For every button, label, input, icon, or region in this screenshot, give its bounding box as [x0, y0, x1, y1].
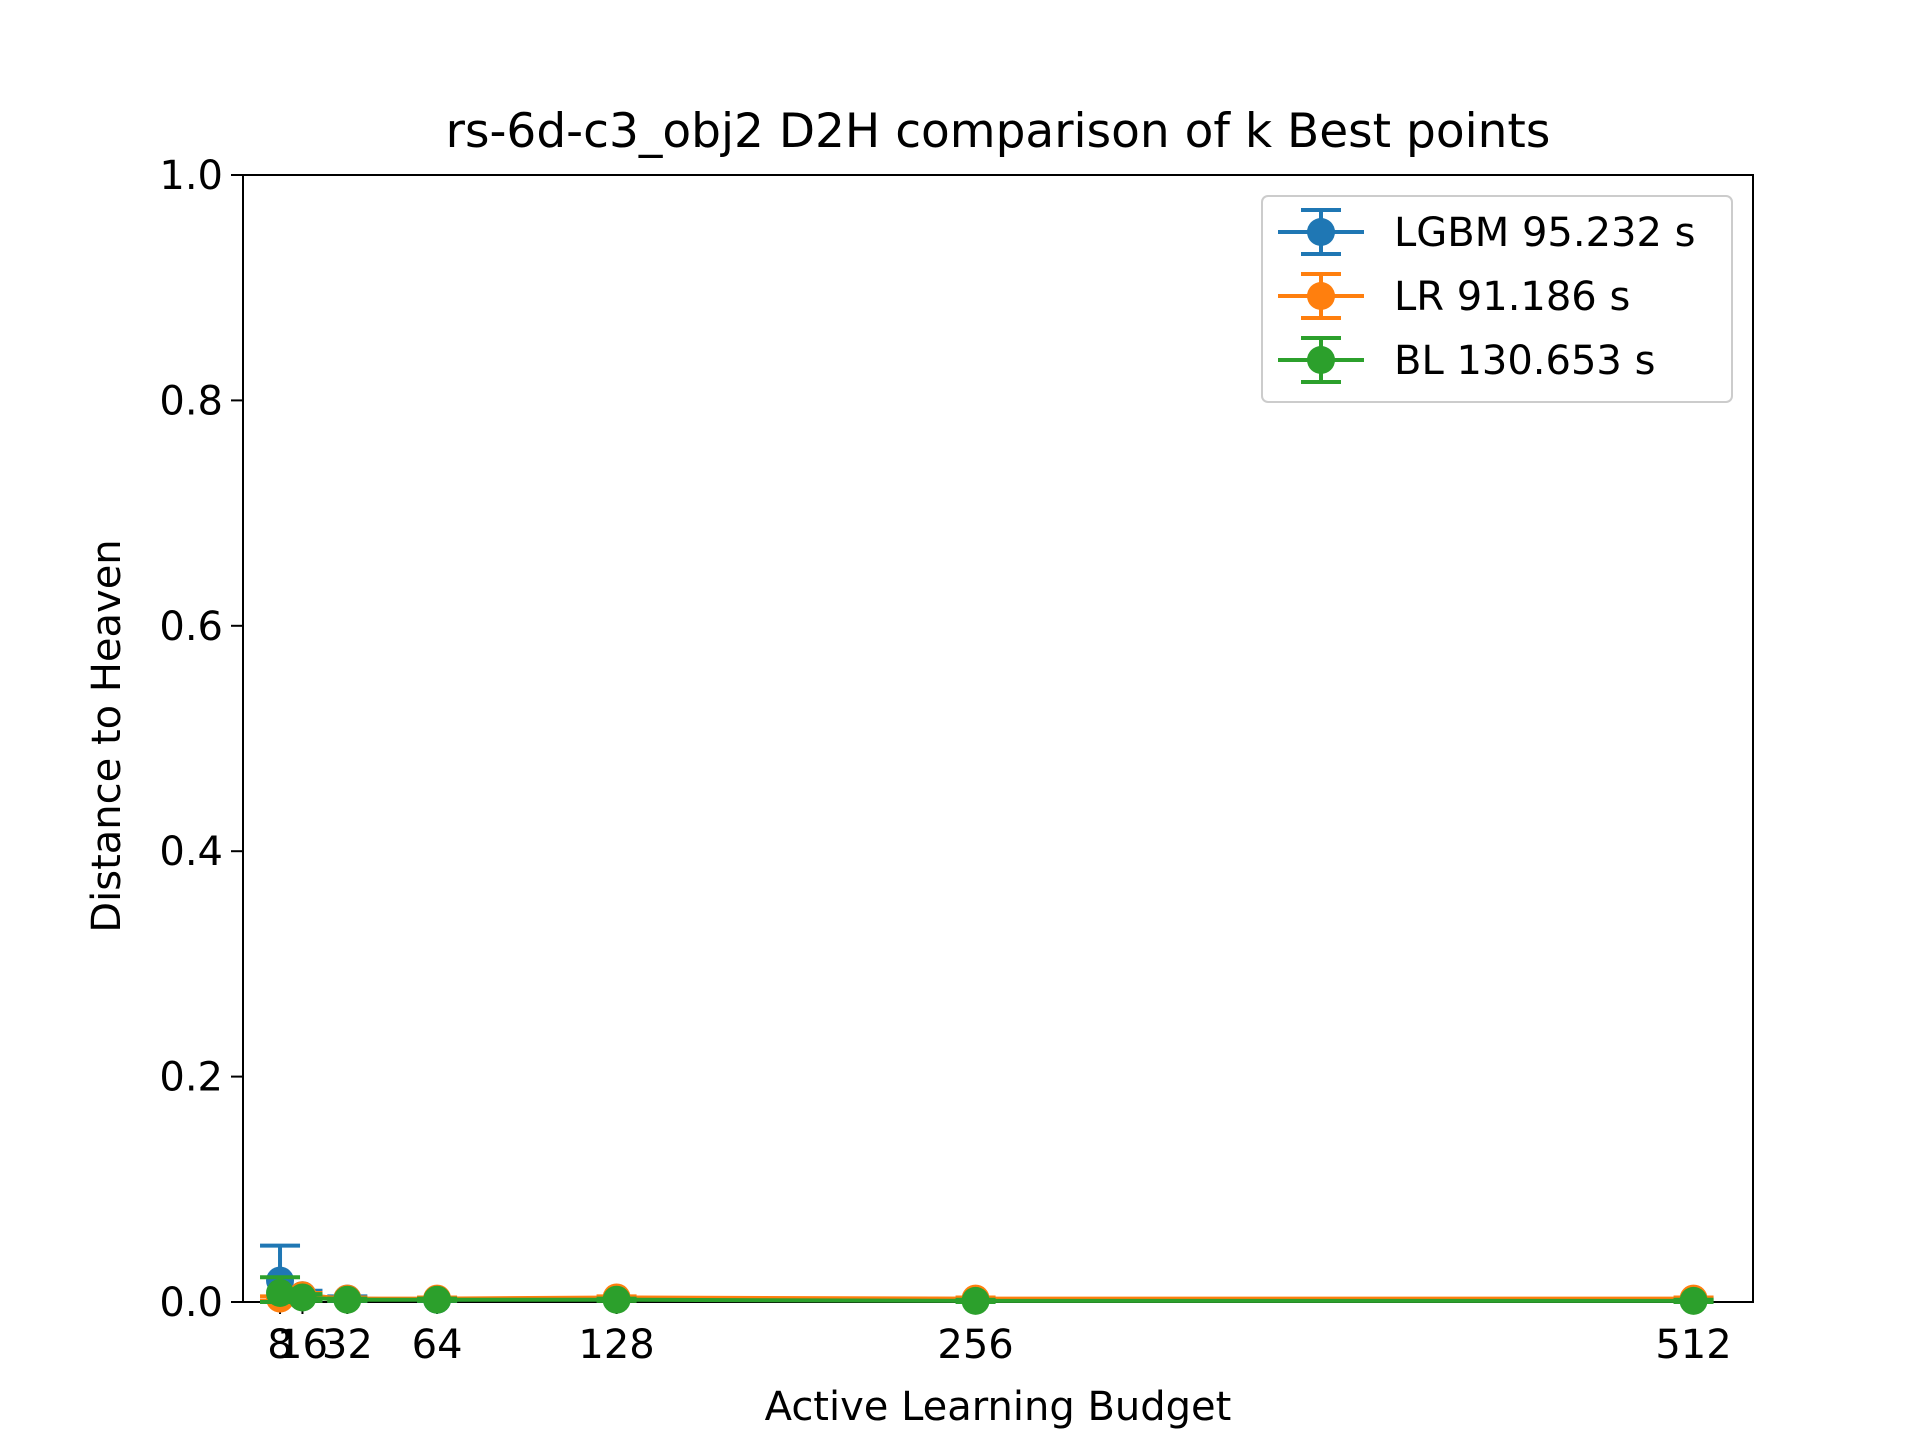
legend-label-0: LGBM 95.232 s: [1394, 210, 1695, 256]
data-point-2-1: [288, 1283, 317, 1312]
legend-label-2: BL 130.653 s: [1394, 338, 1655, 384]
legend-box: [1261, 195, 1733, 403]
x-tick-label-128: 128: [578, 1322, 654, 1368]
y-tick-label-0.2: 0.2: [159, 1055, 223, 1101]
y-tick-label-0.0: 0.0: [159, 1280, 223, 1326]
x-tick-label-32: 32: [322, 1322, 373, 1368]
legend-label-1: LR 91.186 s: [1394, 274, 1630, 320]
y-axis: 0.0 0.2 0.4 0.6 0.8 1.0: [159, 153, 243, 1326]
x-tick-label-8: 8: [267, 1322, 292, 1368]
legend-marker-1: [1307, 282, 1335, 310]
y-tick-label-0.4: 0.4: [159, 829, 223, 875]
y-tick-label-1.0: 1.0: [159, 153, 223, 199]
x-tick-label-64: 64: [412, 1322, 463, 1368]
data-point-2-6: [1679, 1286, 1708, 1315]
x-tick-label-16: 16: [277, 1322, 328, 1368]
data-point-2-5: [961, 1286, 990, 1315]
x-tick-label-256: 256: [937, 1322, 1013, 1368]
series-2: [260, 1275, 1714, 1315]
y-axis-label: Distance to Heaven: [84, 539, 130, 932]
data-point-2-2: [333, 1285, 362, 1314]
data-point-2-3: [423, 1285, 452, 1314]
legend-marker-2: [1307, 346, 1335, 374]
y-tick-label-0.8: 0.8: [159, 378, 223, 424]
x-axis-label: Active Learning Budget: [765, 1384, 1232, 1430]
data-point-2-4: [602, 1285, 631, 1314]
legend-marker-0: [1307, 218, 1335, 246]
chart-title: rs-6d-c3_obj2 D2H comparison of k Best p…: [446, 104, 1551, 159]
x-tick-label-512: 512: [1655, 1322, 1731, 1368]
legend: LGBM 95.232 s LR 91.186 s BL 130.653 s: [1261, 195, 1733, 403]
series-layer: [260, 1243, 1714, 1315]
y-tick-label-0.6: 0.6: [159, 604, 223, 650]
